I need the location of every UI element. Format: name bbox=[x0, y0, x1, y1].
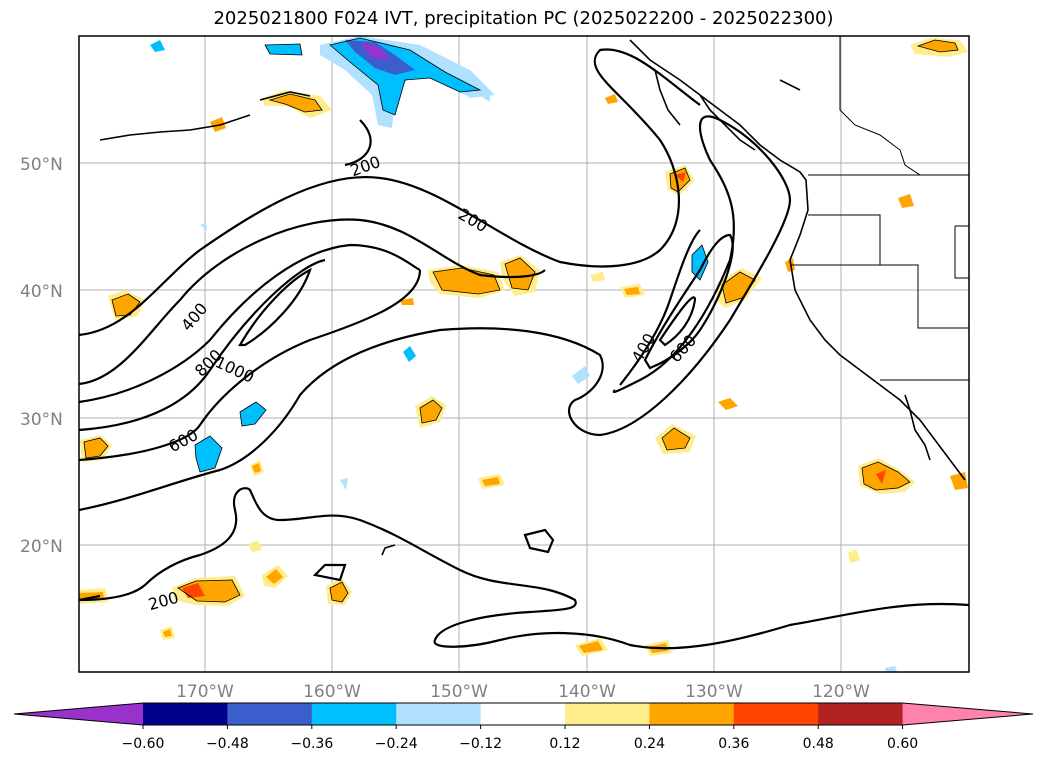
lon-label: 120°W bbox=[812, 682, 870, 702]
colorbar-extend-max bbox=[902, 703, 1033, 725]
colorbar-swatch bbox=[227, 703, 313, 725]
map-frame bbox=[78, 35, 970, 673]
colorbar-tick-label: −0.48 bbox=[206, 736, 249, 752]
political-borders bbox=[790, 36, 969, 381]
colorbar-tick-label: −0.12 bbox=[459, 736, 502, 752]
lat-label: 50°N bbox=[20, 155, 63, 175]
colorbar-tick-label: −0.60 bbox=[122, 736, 165, 752]
gridlines bbox=[79, 36, 969, 672]
colorbar-tick-label: 0.36 bbox=[718, 736, 749, 752]
colorbar: −0.60 −0.48 −0.36 −0.24 −0.12 0.12 0.24 0.36 0.4… bbox=[13, 702, 1034, 752]
coastlines bbox=[99, 39, 966, 556]
colorbar-swatch bbox=[480, 703, 566, 725]
colorbar-swatch bbox=[396, 703, 482, 725]
lat-label: 20°N bbox=[20, 537, 63, 557]
lon-label: 150°W bbox=[430, 682, 488, 702]
colorbar-extend-min bbox=[14, 703, 143, 725]
lon-label: 160°W bbox=[303, 682, 361, 702]
colorbar-swatch bbox=[565, 703, 650, 725]
colorbar-swatch bbox=[143, 703, 228, 725]
latitude-labels: 50°N 40°N 30°N 20°N bbox=[20, 155, 63, 557]
colorbar-swatch bbox=[649, 703, 735, 725]
map-title: 2025021800 F024 IVT, precipitation PC (2… bbox=[213, 8, 834, 29]
colorbar-tick-label: 0.60 bbox=[887, 736, 918, 752]
lon-label: 140°W bbox=[558, 682, 616, 702]
colorbar-tick-label: −0.36 bbox=[290, 736, 333, 752]
lon-label: 170°W bbox=[176, 682, 234, 702]
colorbar-tick-label: −0.24 bbox=[375, 736, 418, 752]
longitude-labels: 170°W 160°W 150°W 140°W 130°W 120°W bbox=[176, 682, 870, 702]
colorbar-tick-label: 0.12 bbox=[549, 736, 580, 752]
colorbar-swatch bbox=[818, 703, 904, 725]
map-background bbox=[79, 36, 969, 672]
colorbar-swatch bbox=[733, 703, 819, 725]
lon-label: 130°W bbox=[685, 682, 743, 702]
lat-label: 30°N bbox=[20, 410, 63, 430]
colorbar-swatch bbox=[311, 703, 397, 725]
colorbar-tick-label: 0.24 bbox=[634, 736, 665, 752]
lat-label: 40°N bbox=[20, 282, 63, 302]
ivt-contours bbox=[79, 48, 969, 650]
colorbar-tick-label: 0.48 bbox=[803, 736, 834, 752]
